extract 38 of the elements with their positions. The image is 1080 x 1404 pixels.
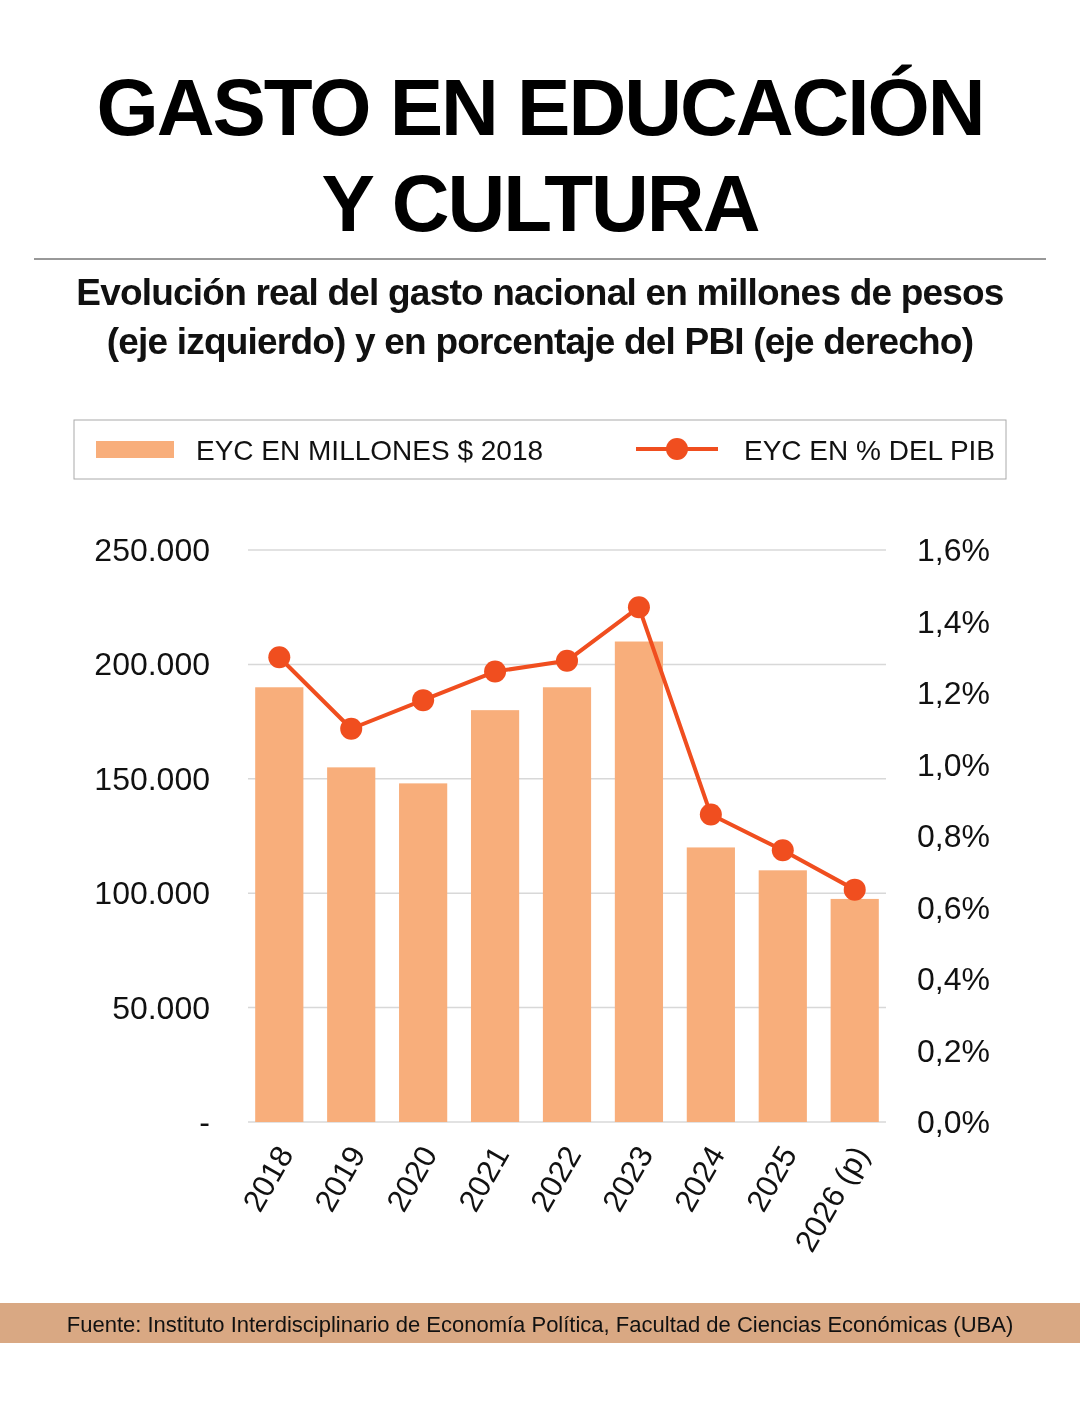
y-tick-label: 200.000 [94, 646, 210, 683]
y2-tick-label: 0,0% [917, 1104, 990, 1140]
bar [830, 898, 879, 1122]
point [843, 878, 866, 901]
y-tick-label: 250.000 [94, 532, 210, 568]
y2-tick-label: 1,2% [917, 675, 990, 711]
point [412, 689, 435, 712]
bar [399, 783, 448, 1122]
point [268, 646, 291, 669]
legend-label: EYC EN MILLONES $ 2018 [196, 435, 544, 466]
y2-tick-label: 0,4% [917, 961, 990, 997]
legend-label: EYC EN % DEL PIB [744, 435, 996, 466]
y2-tick-label: 0,8% [917, 818, 990, 854]
y-tick-label: 100.000 [94, 875, 210, 912]
bar [758, 870, 807, 1122]
y-tick-label: 150.000 [94, 760, 210, 797]
bar [614, 641, 664, 1122]
y2-tick-label: 0,6% [917, 889, 990, 926]
y2-tick-label: 1,4% [917, 603, 990, 640]
source-note: Fuente: Instituto Interdisciplinario de Economía Política, Facultad de Ciencias Económicas (UBA) [66, 1312, 1014, 1337]
point [484, 660, 507, 683]
y-tick-label: - [199, 1104, 210, 1140]
point [699, 803, 722, 826]
point [627, 596, 650, 619]
y2-tick-label: 0,2% [917, 1032, 990, 1069]
y-tick-label: 50.000 [112, 989, 210, 1026]
y2-tick-label: 1,6% [917, 532, 990, 568]
bar [255, 687, 304, 1122]
bar [470, 710, 520, 1122]
chart-subtitle: Evolución real del gasto nacional en millones de pesos (eje izquierdo) y en porcentaje del PBI (eje derecho) [76, 272, 1004, 362]
bar [327, 767, 376, 1122]
bar [686, 847, 735, 1122]
bar [542, 687, 592, 1122]
point [771, 839, 794, 862]
point [556, 649, 578, 672]
chart-title: GASTO EN EDUCACIÓN Y CULTURA [96, 63, 984, 248]
point [340, 717, 363, 740]
y2-tick-label: 1,0% [917, 746, 990, 783]
